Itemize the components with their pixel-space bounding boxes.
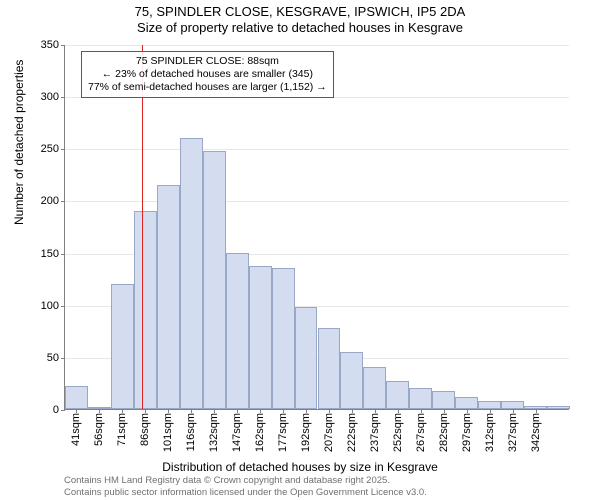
xtick-label: 282sqm — [438, 409, 450, 452]
chart-title: 75, SPINDLER CLOSE, KESGRAVE, IPSWICH, I… — [0, 0, 600, 37]
ytick-label: 150 — [41, 248, 65, 260]
anno-line1: 75 SPINDLER CLOSE: 88sqm — [88, 55, 327, 68]
xtick-label: 41sqm — [70, 409, 82, 446]
anno-line2: ← 23% of detached houses are smaller (34… — [88, 68, 327, 81]
xtick-label: 71sqm — [116, 409, 128, 446]
xtick-label: 267sqm — [415, 409, 427, 452]
histogram-bar — [455, 397, 478, 410]
ytick-label: 0 — [53, 404, 65, 416]
histogram-bar — [134, 211, 157, 409]
histogram-plot: 05010015020025030035041sqm56sqm71sqm86sq… — [64, 45, 569, 410]
xtick-label: 207sqm — [323, 409, 335, 452]
xtick-label: 162sqm — [254, 409, 266, 452]
histogram-bar — [180, 138, 203, 409]
attribution-footer: Contains HM Land Registry data © Crown c… — [64, 475, 427, 498]
xtick-label: 132sqm — [208, 409, 220, 452]
xtick-label: 342sqm — [530, 409, 542, 452]
ytick-label: 350 — [41, 39, 65, 51]
xtick-label: 56sqm — [93, 409, 105, 446]
title-line1: 75, SPINDLER CLOSE, KESGRAVE, IPSWICH, I… — [0, 4, 600, 20]
xtick-label: 86sqm — [139, 409, 151, 446]
histogram-bar — [111, 284, 134, 409]
histogram-bar — [203, 151, 226, 409]
histogram-bar — [272, 268, 295, 409]
footer-line1: Contains HM Land Registry data © Crown c… — [64, 475, 427, 486]
ytick-label: 250 — [41, 143, 65, 155]
histogram-bar — [249, 266, 272, 409]
title-line2: Size of property relative to detached ho… — [0, 20, 600, 36]
xtick-label: 192sqm — [300, 409, 312, 452]
anno-line3: 77% of semi-detached houses are larger (… — [88, 81, 327, 94]
histogram-bar — [478, 401, 501, 409]
xtick-label: 147sqm — [231, 409, 243, 452]
xtick-label: 327sqm — [507, 409, 519, 452]
annotation-box: 75 SPINDLER CLOSE: 88sqm← 23% of detache… — [81, 51, 334, 98]
ytick-label: 50 — [47, 352, 65, 364]
y-axis-label: Number of detached properties — [12, 60, 26, 225]
ytick-label: 300 — [41, 91, 65, 103]
xtick-label: 101sqm — [162, 409, 174, 452]
histogram-bar — [386, 381, 409, 409]
histogram-bar — [295, 307, 318, 409]
xtick-label: 116sqm — [185, 409, 197, 451]
histogram-bar — [157, 185, 180, 409]
histogram-bar — [340, 352, 363, 409]
histogram-bar — [363, 367, 386, 409]
histogram-bar — [432, 391, 455, 409]
xtick-label: 222sqm — [346, 409, 358, 452]
reference-line — [142, 45, 143, 409]
x-axis-label: Distribution of detached houses by size … — [0, 460, 600, 474]
ytick-label: 100 — [41, 300, 65, 312]
xtick-label: 297sqm — [461, 409, 473, 452]
xtick-label: 312sqm — [484, 409, 496, 452]
ytick-label: 200 — [41, 195, 65, 207]
histogram-bar — [409, 388, 432, 409]
histogram-bar — [501, 401, 524, 409]
xtick-label: 177sqm — [277, 409, 289, 452]
histogram-bar — [226, 253, 249, 409]
xtick-label: 237sqm — [369, 409, 381, 452]
histogram-bar — [318, 328, 341, 409]
histogram-bar — [547, 406, 570, 409]
footer-line2: Contains public sector information licen… — [64, 487, 427, 498]
histogram-bar — [65, 386, 88, 409]
xtick-label: 252sqm — [392, 409, 404, 452]
